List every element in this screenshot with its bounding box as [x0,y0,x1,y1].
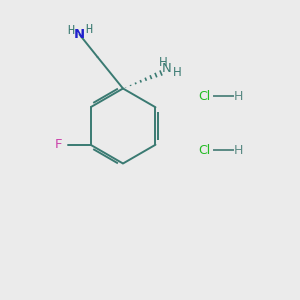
Text: Cl: Cl [198,143,210,157]
Text: Cl: Cl [198,89,210,103]
Text: H: H [68,24,75,38]
Text: H: H [172,65,182,79]
Text: H: H [85,22,92,36]
Text: H: H [234,143,243,157]
Text: H: H [234,89,243,103]
Text: H: H [159,56,168,69]
Text: N: N [74,28,85,41]
Text: N: N [162,62,171,75]
Text: F: F [55,138,63,151]
